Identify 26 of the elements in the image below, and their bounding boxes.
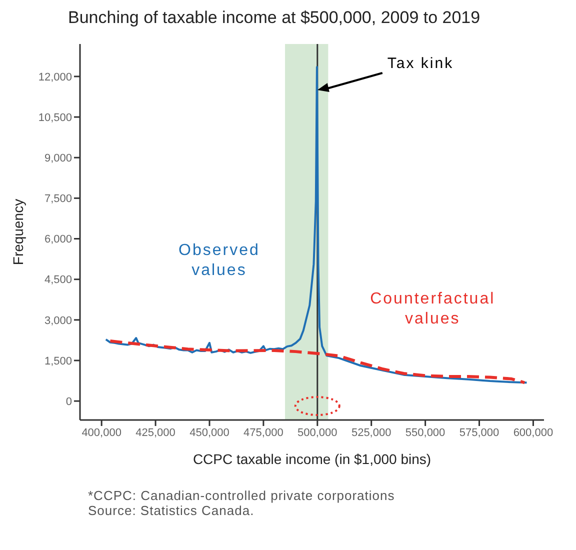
y-tick-label: 4,500 — [44, 274, 72, 286]
y-tick-label: 3,000 — [44, 314, 72, 327]
x-axis-title: CCPC taxable income (in $1,000 bins) — [192, 451, 432, 467]
x-tick-label: 400,000 — [82, 426, 122, 439]
x-tick-label: 550,000 — [405, 426, 446, 439]
y-tick-label: 6,000 — [44, 234, 72, 246]
x-tick-label: 525,000 — [351, 426, 392, 439]
text: Observed values — [178, 242, 260, 279]
source-note: Source: Statistics Canada. — [88, 503, 256, 518]
y-tick-label: 1,500 — [44, 355, 72, 368]
chart-title: Bunching of taxable income at $500,000, 2009 to 2019 — [68, 8, 482, 28]
y-axis-title: Frequency — [10, 198, 26, 266]
y-tick-label: 7,500 — [44, 193, 72, 206]
x-tick-label: 500,000 — [298, 426, 338, 439]
x-tick-label: 575,000 — [459, 426, 500, 439]
y-tick-label: 10,500 — [38, 112, 72, 124]
x-tick-label: 425,000 — [136, 426, 176, 439]
y-tick-label: 12,000 — [38, 71, 72, 84]
y-tick-label: 9,000 — [44, 152, 72, 165]
text: *CCPC: Canadian-controlled private corporations — [88, 488, 396, 503]
y-tick-label: 0 — [66, 396, 72, 408]
x-tick-label: 450,000 — [190, 426, 230, 439]
x-tick-label: 475,000 — [244, 426, 284, 439]
text: Counterfactual values — [370, 290, 496, 328]
annotation: Tax kink — [387, 54, 454, 72]
x-tick-label: 600,000 — [513, 426, 554, 439]
